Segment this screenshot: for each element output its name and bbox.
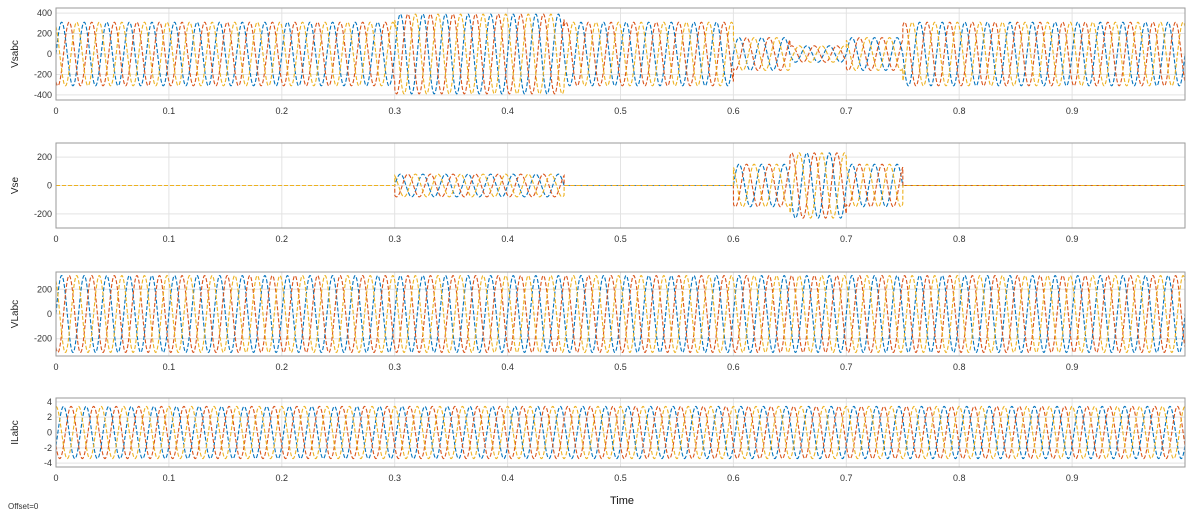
y-axis-label: VLabc xyxy=(10,300,21,328)
y-tick-label: -2 xyxy=(44,443,52,453)
x-tick-label: 0 xyxy=(53,362,58,372)
x-tick-label: 0.1 xyxy=(163,234,176,244)
x-tick-label: 0.7 xyxy=(840,473,853,483)
y-tick-label: 0 xyxy=(47,428,52,438)
plot-border xyxy=(55,271,1186,357)
series-phase-c xyxy=(56,275,1185,353)
y-axis-label: Vse xyxy=(10,176,21,194)
y-axis-label: ILabc xyxy=(10,420,21,444)
x-tick-label: 0.3 xyxy=(388,473,401,483)
panel-vlabc: 200 0 -200 0 0.1 0.2 0.3 0.4 0.5 0.6 0.7 0.8 0.9 VLab… xyxy=(10,271,1186,372)
y-tick-label: 200 xyxy=(37,152,52,162)
x-tick-label: 0.6 xyxy=(727,234,740,244)
x-tick-label: 0.2 xyxy=(276,473,289,483)
series-phase-a xyxy=(56,13,1185,95)
series-phase-b xyxy=(56,405,1185,460)
y-tick-label: 4 xyxy=(47,397,52,407)
x-tick-label: 0.5 xyxy=(614,473,627,483)
x-tick-label: 0.6 xyxy=(727,473,740,483)
x-tick-label: 0.8 xyxy=(953,234,966,244)
x-tick-label: 0.2 xyxy=(276,106,289,116)
y-tick-label: -200 xyxy=(34,334,52,344)
x-tick-label: 0.9 xyxy=(1066,234,1079,244)
x-tick-label: 0.2 xyxy=(276,362,289,372)
x-tick-label: 0.5 xyxy=(614,234,627,244)
x-tick-label: 0.1 xyxy=(163,106,176,116)
y-tick-label: 2 xyxy=(47,412,52,422)
y-tick-label: 200 xyxy=(37,284,52,294)
x-tick-label: 0.3 xyxy=(388,362,401,372)
x-tick-label: 0.7 xyxy=(840,234,853,244)
series-phase-c xyxy=(56,405,1185,460)
y-tick-label: 400 xyxy=(37,8,52,18)
x-tick-label: 0.9 xyxy=(1066,106,1079,116)
x-tick-label: 0.8 xyxy=(953,362,966,372)
x-tick-label: 0 xyxy=(53,234,58,244)
x-tick-label: 0.9 xyxy=(1066,473,1079,483)
y-tick-label: 0 xyxy=(47,49,52,59)
x-tick-label: 0.1 xyxy=(163,362,176,372)
x-tick-label: 0 xyxy=(53,106,58,116)
x-tick-label: 0.6 xyxy=(727,362,740,372)
x-tick-label: 0.3 xyxy=(388,106,401,116)
x-tick-label: 0 xyxy=(53,473,58,483)
y-tick-label: -200 xyxy=(34,209,52,219)
x-axis-label: Time xyxy=(610,495,634,507)
x-tick-label: 0.4 xyxy=(501,106,514,116)
x-tick-label: 0.1 xyxy=(163,473,176,483)
series-phase-b xyxy=(56,13,1185,95)
x-tick-label: 0.8 xyxy=(953,106,966,116)
plot-border xyxy=(55,142,1186,229)
plot-border xyxy=(55,397,1186,468)
y-axis-label: Vsabc xyxy=(10,40,21,68)
x-tick-label: 0.4 xyxy=(501,473,514,483)
x-tick-label: 0.4 xyxy=(501,362,514,372)
y-tick-label: 0 xyxy=(47,181,52,191)
panel-vse: 200 0 -200 0 0.1 0.2 0.3 0.4 0.5 0.6 0.7 0.8 0.9 Vse xyxy=(10,142,1186,244)
y-tick-label: -200 xyxy=(34,69,52,79)
x-tick-label: 0.3 xyxy=(388,234,401,244)
series-phase-a xyxy=(56,275,1185,353)
x-tick-label: 0.8 xyxy=(953,473,966,483)
offset-label: Offset=0 xyxy=(8,502,39,511)
y-tick-label: 200 xyxy=(37,29,52,39)
y-tick-label: 0 xyxy=(47,309,52,319)
y-tick-label: -4 xyxy=(44,458,52,468)
x-tick-label: 0.5 xyxy=(614,106,627,116)
x-tick-label: 0.5 xyxy=(614,362,627,372)
plot-border xyxy=(55,7,1186,101)
x-tick-label: 0.9 xyxy=(1066,362,1079,372)
x-tick-label: 0.2 xyxy=(276,234,289,244)
x-tick-label: 0.6 xyxy=(727,106,740,116)
series-phase-c xyxy=(56,13,1185,95)
series-phase-b xyxy=(56,275,1185,353)
y-tick-label: -400 xyxy=(34,90,52,100)
x-tick-label: 0.7 xyxy=(840,362,853,372)
x-tick-label: 0.7 xyxy=(840,106,853,116)
x-tick-label: 0.4 xyxy=(501,234,514,244)
series-phase-c xyxy=(56,152,1185,219)
